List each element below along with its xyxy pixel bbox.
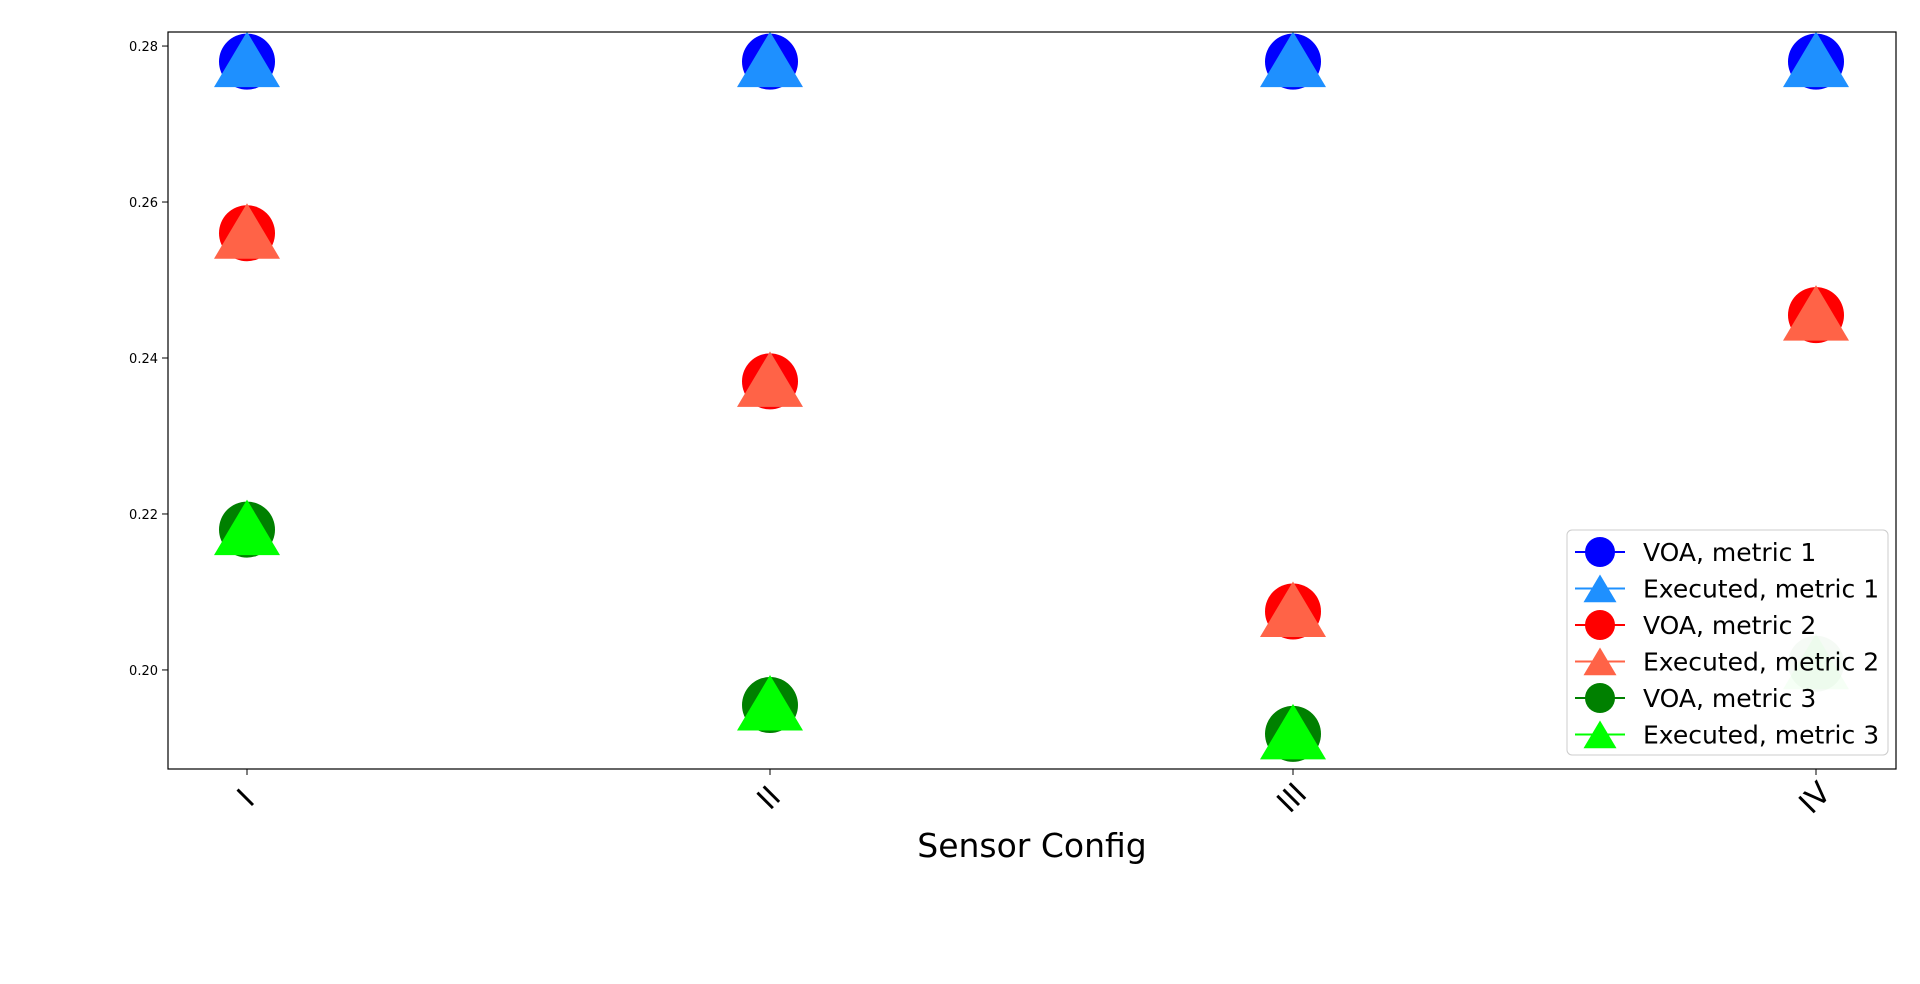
legend-item: VOA, metric 1 <box>1575 537 1816 567</box>
legend-marker-circle <box>1585 537 1615 567</box>
x-axis-label: Sensor Config <box>917 826 1147 865</box>
y-tick-label: 0.22 <box>129 508 158 523</box>
y-tick-label: 0.28 <box>129 40 158 55</box>
data-point-triangle <box>737 351 803 407</box>
y-tick-label: 0.20 <box>129 664 158 679</box>
data-point-triangle <box>1783 285 1849 341</box>
legend-marker-circle <box>1585 610 1615 640</box>
data-point-triangle <box>1260 581 1326 637</box>
data-point-triangle <box>214 499 280 556</box>
legend-label: Executed, metric 2 <box>1643 648 1879 677</box>
legend-label: Executed, metric 3 <box>1643 721 1879 750</box>
legend-label: VOA, metric 3 <box>1643 684 1816 713</box>
data-point-triangle <box>737 31 803 88</box>
data-point-triangle <box>1783 31 1849 88</box>
y-tick-label: 0.26 <box>129 196 158 211</box>
legend-label: VOA, metric 1 <box>1643 538 1816 567</box>
legend-label: VOA, metric 2 <box>1643 611 1816 640</box>
plot-frame <box>167 31 1897 770</box>
data-point-triangle <box>1260 31 1326 88</box>
legend-item: VOA, metric 3 <box>1575 683 1816 713</box>
series-2 <box>214 31 1849 88</box>
legend-marker-triangle <box>1583 574 1617 603</box>
legend-box <box>1566 529 1889 756</box>
series-4 <box>214 203 1849 637</box>
y-axis: 0.20 0.22 0.24 0.26 0.28 <box>129 40 168 679</box>
y-tick-label: 0.24 <box>129 352 158 367</box>
legend-item: Executed, metric 1 <box>1575 574 1879 604</box>
data-point-triangle <box>214 31 280 88</box>
legend-item: VOA, metric 2 <box>1575 610 1816 640</box>
data-point-triangle <box>737 675 803 731</box>
legend-marker-circle <box>1585 683 1615 713</box>
legend-marker-triangle <box>1583 720 1617 749</box>
legend-marker-triangle <box>1583 647 1617 676</box>
data-marks <box>214 31 1849 762</box>
legend-item: Executed, metric 2 <box>1575 647 1879 677</box>
legend-label: Executed, metric 1 <box>1643 575 1879 604</box>
legend: VOA, metric 1 Executed, metric 1 VOA, metr… <box>1566 529 1889 756</box>
legend-item: Executed, metric 3 <box>1575 720 1879 750</box>
data-point-triangle <box>214 203 280 259</box>
data-point-triangle <box>1260 703 1326 760</box>
